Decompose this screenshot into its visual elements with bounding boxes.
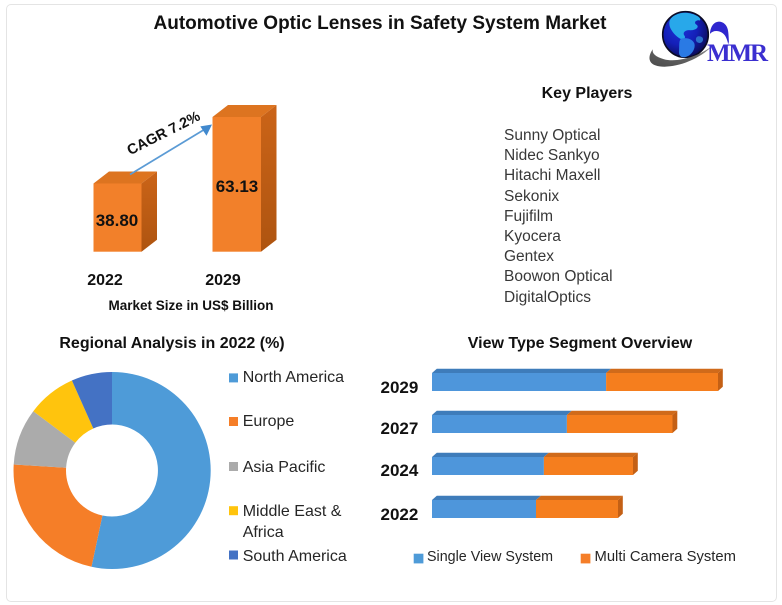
svg-text:MMR: MMR xyxy=(707,40,769,67)
